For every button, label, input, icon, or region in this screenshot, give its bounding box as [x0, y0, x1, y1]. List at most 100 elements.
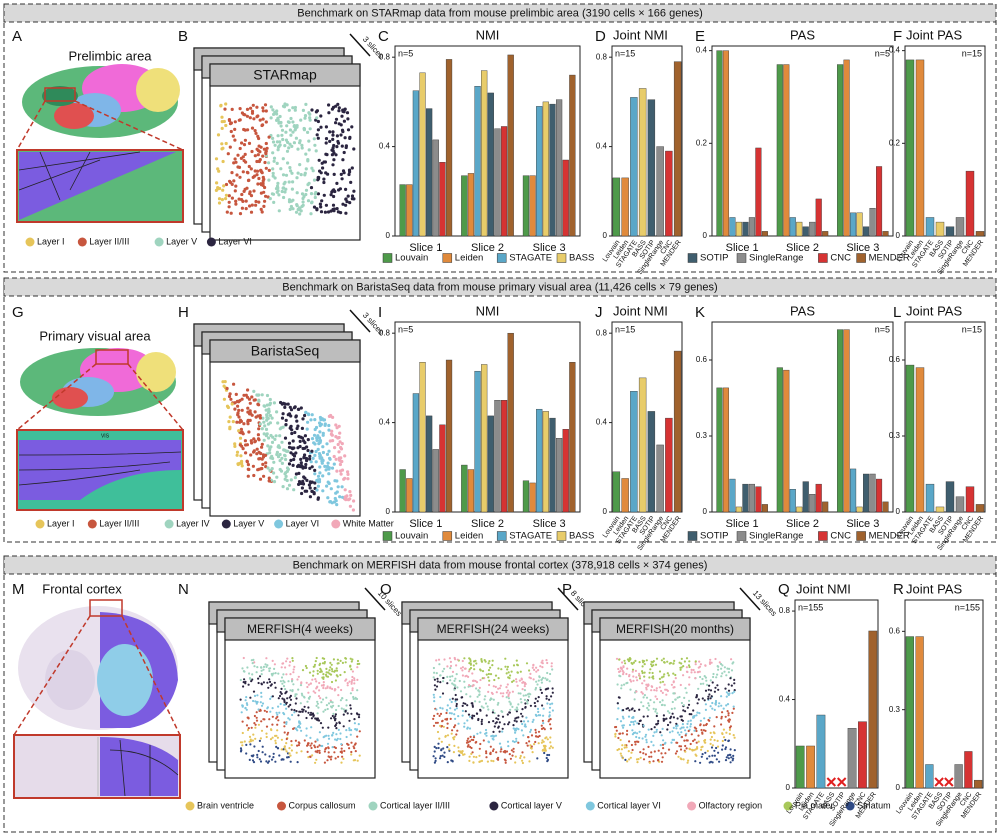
cell-dot [301, 200, 305, 204]
cell-dot [339, 750, 342, 754]
cell-dot [451, 760, 454, 763]
cell-dot [314, 460, 318, 464]
cell-dot [463, 686, 466, 689]
cell-dot [642, 752, 645, 755]
cell-dot [454, 685, 457, 688]
cell-dot [311, 678, 314, 681]
cell-dot [289, 169, 293, 173]
cell-dot [301, 710, 304, 713]
chart-annotation: n=5 [398, 324, 413, 334]
y-tick-label: 0.8 [379, 52, 391, 61]
bar [549, 417, 556, 513]
cell-dot [468, 668, 471, 671]
cell-dot [711, 744, 715, 747]
cell-dot [645, 683, 648, 686]
cell-dot [617, 707, 620, 710]
cell-dot [316, 749, 319, 753]
cell-dot [485, 731, 488, 735]
cell-dot [245, 724, 249, 727]
cell-dot [280, 128, 285, 132]
cell-dot [466, 727, 469, 730]
cell-dot [247, 717, 250, 720]
cell-dot [310, 108, 314, 112]
cell-dot [435, 685, 439, 688]
cell-dot [351, 687, 354, 690]
cell-dot [504, 761, 507, 764]
cell-dot [235, 453, 239, 457]
cell-dot [268, 197, 272, 201]
cell-dot [663, 704, 666, 707]
cell-dot [645, 659, 648, 662]
cell-dot [334, 757, 337, 760]
cell-dot [280, 461, 284, 465]
bar [536, 106, 543, 237]
cell-dot [226, 405, 230, 410]
cell-dot [331, 733, 334, 737]
cell-dot [436, 680, 439, 683]
cell-dot [483, 698, 486, 701]
cell-dot [514, 717, 517, 720]
illustration-shape [16, 100, 46, 151]
cell-dot [276, 421, 280, 425]
cell-dot [707, 688, 710, 691]
cell-dot [457, 746, 460, 749]
bar [935, 221, 945, 237]
cell-dot [489, 751, 492, 754]
brain-illustration [13, 599, 181, 799]
cell-dot [663, 718, 666, 721]
cell-dot [709, 742, 712, 746]
cell-dot [303, 114, 308, 118]
bar [673, 350, 682, 513]
cell-dot [240, 111, 244, 115]
cell-dot [434, 759, 437, 763]
cell-dot [344, 496, 348, 500]
cell-dot [319, 114, 323, 118]
cell-dot [312, 433, 317, 437]
cell-dot [326, 707, 329, 711]
cell-dot [350, 194, 355, 198]
cell-dot [257, 708, 260, 711]
cell-dot [534, 731, 538, 734]
cell-dot [541, 666, 544, 669]
cell-dot [538, 676, 541, 679]
cell-dot [236, 462, 240, 466]
cell-dot [265, 735, 268, 739]
cell-dot [257, 398, 261, 402]
cell-dot [238, 436, 243, 440]
cell-dot [692, 739, 695, 743]
cell-dot [340, 743, 343, 746]
cell-dot [265, 657, 268, 660]
cell-dot [546, 702, 549, 705]
cell-dot [251, 662, 254, 665]
cell-dot [280, 666, 283, 669]
cell-dot [673, 659, 676, 663]
cell-dot [521, 715, 524, 718]
cell-dot [228, 122, 233, 126]
cell-dot [733, 690, 736, 693]
cell-dot [444, 734, 447, 738]
cell-dot [679, 757, 682, 760]
cell-dot [489, 698, 492, 702]
cell-dot [243, 439, 247, 443]
cell-dot [331, 687, 334, 691]
cell-dot [327, 423, 331, 428]
cell-dot [524, 705, 527, 709]
cell-dot [249, 210, 254, 214]
cell-dot [660, 734, 663, 737]
cell-dot [687, 729, 690, 733]
cell-dot [542, 722, 545, 725]
cell-dot [336, 485, 340, 489]
cell-dot [619, 720, 623, 723]
cell-dot [231, 420, 235, 424]
cell-dot [352, 147, 356, 151]
cell-dot [706, 757, 709, 760]
cell-dot [324, 687, 327, 690]
cell-dot [333, 496, 337, 501]
cell-dot [321, 474, 325, 478]
cell-dot [353, 682, 356, 685]
bar [796, 506, 803, 513]
cell-dot [340, 468, 345, 472]
cell-dot [291, 463, 295, 467]
cell-dot [285, 149, 290, 153]
cell-dot [315, 704, 318, 708]
